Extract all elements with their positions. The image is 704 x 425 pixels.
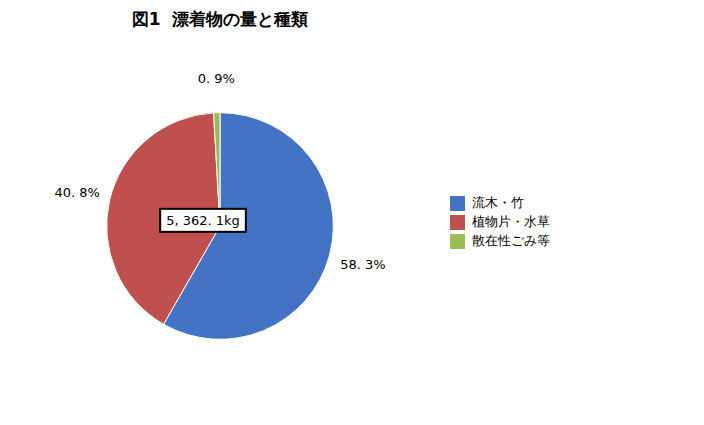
html-text:植物片・水草: 植物片・水草 [471,214,550,230]
html-text:流木・竹: 流木・竹 [471,195,524,211]
svg-text:5, 362. 1kg: 5, 362. 1kg [166,213,240,228]
html-text:図1 漂着物の量と種類: 図1 漂着物の量と種類 [131,9,309,29]
html-text:散在性ごみ等: 散在性ごみ等 [471,233,550,249]
svg-text:58. 3%: 58. 3% [340,257,385,272]
svg-text:0. 9%: 0. 9% [198,71,235,86]
svg-text:40. 8%: 40. 8% [54,185,99,200]
